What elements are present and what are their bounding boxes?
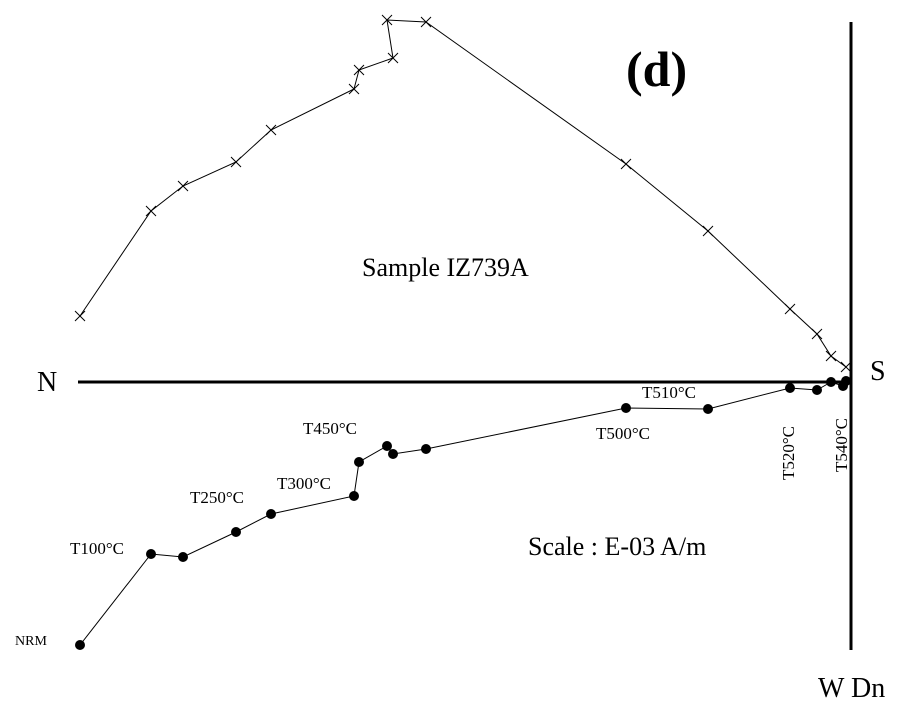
horizontal-point-2 [178, 181, 188, 191]
step-label-5: T500°C [596, 424, 650, 443]
step-label-2: T250°C [190, 488, 244, 507]
step-label-8: T540°C [832, 418, 851, 472]
horizontal-point-12 [785, 304, 795, 314]
vertical-point-14 [826, 377, 836, 387]
vertical-point-7 [382, 441, 392, 451]
vertical-point-3 [231, 527, 241, 537]
horizontal-point-11 [703, 226, 713, 236]
step-label-1: T100°C [70, 539, 124, 558]
horizontal-point-0 [75, 311, 85, 321]
vertical-point-12 [785, 383, 795, 393]
vertical-point-5 [349, 491, 359, 501]
vertical-point-10 [621, 403, 631, 413]
panel-label: (d) [626, 41, 687, 97]
step-label-4: T450°C [303, 419, 357, 438]
sample-label: Sample IZ739A [362, 253, 529, 282]
step-label-0: NRM [15, 634, 47, 649]
vertical-point-6 [354, 457, 364, 467]
horizontal-point-13 [812, 329, 822, 339]
step-labels: NRM T100°C T250°C T300°C T450°C T500°C T510°C T… [15, 383, 851, 649]
vertical-point-2 [178, 552, 188, 562]
horizontal-projection-line [80, 20, 846, 367]
horizontal-point-14 [826, 351, 836, 361]
step-label-6: T510°C [642, 383, 696, 402]
step-label-7: T520°C [779, 426, 798, 480]
step-label-3: T300°C [277, 474, 331, 493]
axis-label-w: W [818, 673, 845, 702]
axis-label-dn: Dn [851, 673, 885, 702]
horizontal-point-7 [388, 53, 398, 63]
vertical-projection-line [80, 381, 846, 645]
vertical-point-16 [841, 376, 851, 386]
horizontal-point-3 [231, 157, 241, 167]
axis-label-s: S [870, 356, 886, 387]
horizontal-point-4 [266, 125, 276, 135]
horizontal-point-5 [349, 84, 359, 94]
axis-label-n: N [37, 367, 57, 398]
vertical-point-11 [703, 404, 713, 414]
vertical-point-9 [421, 444, 431, 454]
vertical-point-13 [812, 385, 822, 395]
horizontal-point-1 [146, 206, 156, 216]
vertical-point-1 [146, 549, 156, 559]
horizontal-point-10 [621, 159, 631, 169]
vertical-point-8 [388, 449, 398, 459]
horizontal-projection-series [75, 15, 851, 372]
vertical-point-4 [266, 509, 276, 519]
vertical-projection-series [75, 376, 851, 650]
horizontal-point-6 [354, 65, 364, 75]
vertical-point-0 [75, 640, 85, 650]
scale-label: Scale : E-03 A/m [528, 532, 706, 561]
